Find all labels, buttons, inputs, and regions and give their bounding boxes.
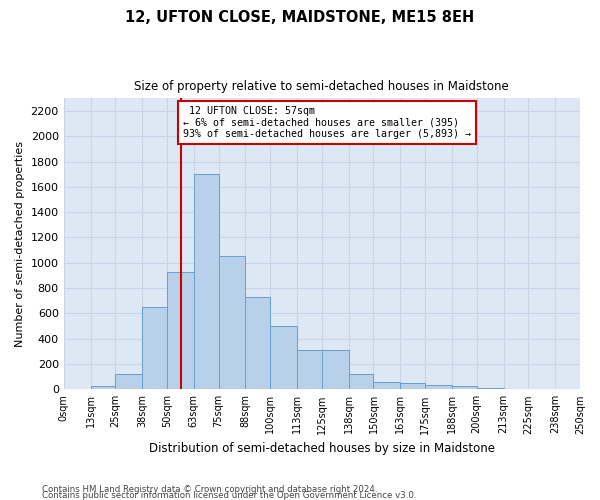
Bar [142,307,167,390]
Bar [425,385,452,390]
Bar [349,374,373,390]
Bar [245,297,270,390]
Bar [194,174,218,390]
Bar [270,326,297,390]
Bar [452,386,477,390]
X-axis label: Distribution of semi-detached houses by size in Maidstone: Distribution of semi-detached houses by … [149,442,495,455]
Text: 12, UFTON CLOSE, MAIDSTONE, ME15 8EH: 12, UFTON CLOSE, MAIDSTONE, ME15 8EH [125,10,475,25]
Title: Size of property relative to semi-detached houses in Maidstone: Size of property relative to semi-detach… [134,80,509,93]
Bar [503,388,529,390]
Bar [400,383,425,390]
Bar [91,386,115,390]
Bar [167,272,194,390]
Text: Contains HM Land Registry data © Crown copyright and database right 2024.: Contains HM Land Registry data © Crown c… [42,484,377,494]
Bar [218,256,245,390]
Bar [322,350,349,390]
Bar [477,388,503,390]
Text: Contains public sector information licensed under the Open Government Licence v3: Contains public sector information licen… [42,491,416,500]
Bar [297,350,322,390]
Bar [115,374,142,390]
Bar [373,382,400,390]
Text: 12 UFTON CLOSE: 57sqm
← 6% of semi-detached houses are smaller (395)
93% of semi: 12 UFTON CLOSE: 57sqm ← 6% of semi-detac… [184,106,472,139]
Y-axis label: Number of semi-detached properties: Number of semi-detached properties [15,141,25,347]
